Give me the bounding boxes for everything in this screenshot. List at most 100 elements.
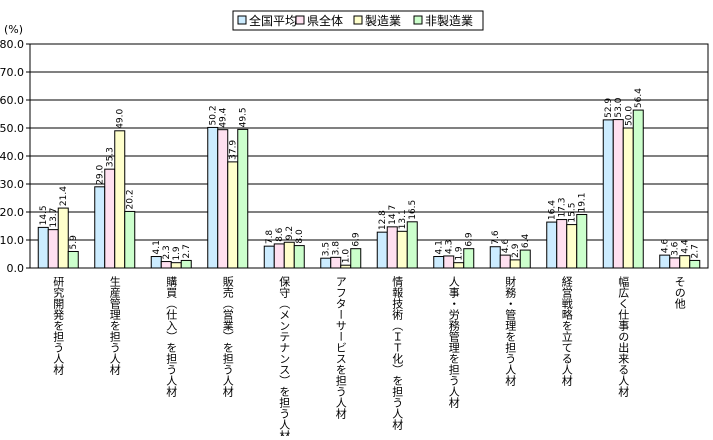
bar (47, 229, 59, 269)
bar (376, 231, 388, 269)
data-label: 4.3 (445, 240, 455, 254)
data-label: 49.0 (116, 108, 126, 128)
data-label: 4.1 (435, 240, 445, 254)
bar (669, 257, 681, 269)
bar (679, 255, 691, 269)
axis-layer: 0.0 10.0 20.0 30.0 40.0 50.0 60.0 70.0 80.0 研究開発を… (0, 38, 686, 440)
data-label: 3.8 (332, 241, 342, 256)
data-label: 8.6 (275, 227, 285, 242)
data-label: 4.6 (501, 239, 511, 254)
bar (320, 257, 332, 269)
data-label: 5.9 (69, 235, 79, 250)
bar (546, 221, 558, 269)
data-label: 4.1 (152, 240, 162, 254)
category-label: その他 (673, 276, 686, 309)
data-label: 16.4 (548, 200, 558, 220)
bar (499, 254, 511, 269)
bar (453, 262, 465, 269)
bar (37, 226, 49, 269)
bar (689, 259, 701, 269)
bar (433, 256, 445, 269)
category-label: 経営戦略を立てる人材 (560, 276, 573, 386)
bar (406, 221, 418, 269)
data-label: 3.6 (671, 241, 681, 256)
bar (124, 210, 136, 269)
bar (237, 128, 249, 269)
legend-swatch (353, 15, 363, 25)
bar (283, 241, 295, 269)
y-tick-label: 20.0 (0, 206, 24, 219)
data-label: 12.8 (378, 210, 388, 230)
bar (217, 129, 229, 269)
data-label: 6.9 (352, 232, 362, 247)
bar (150, 256, 162, 269)
category-label: 幅広く仕事の出来る人材 (617, 276, 630, 397)
bar (160, 261, 172, 269)
bar (612, 119, 624, 269)
y-tick-label: 60.0 (0, 94, 24, 107)
bar (340, 264, 352, 269)
data-label: 9.2 (285, 226, 295, 240)
legend-label: 全国平均 (249, 13, 297, 28)
legend-swatch (413, 15, 423, 25)
bar (556, 219, 568, 269)
bar (293, 245, 305, 269)
data-label: 2.7 (691, 244, 701, 258)
y-tick-label: 80.0 (0, 38, 24, 51)
data-label: 3.5 (322, 242, 332, 256)
data-label: 19.1 (578, 192, 588, 212)
y-tick-label: 70.0 (0, 66, 24, 79)
data-label: 1.9 (172, 246, 182, 261)
data-label: 4.6 (661, 239, 671, 254)
data-label: 50.0 (624, 106, 634, 126)
bar (263, 245, 275, 269)
data-label: 50.2 (209, 105, 219, 125)
data-label: 6.9 (465, 232, 475, 247)
data-label: 16.5 (408, 200, 418, 220)
bar (350, 248, 362, 269)
bar (386, 226, 398, 269)
bars-layer: 14.5 13.721.45.929.035.349.020.24.1 2.3 1.9… (37, 88, 701, 269)
category-label: 財務・管理を担う人材 (504, 275, 517, 386)
bar (330, 256, 342, 269)
bar (519, 249, 531, 269)
data-label: 29.0 (96, 164, 106, 184)
data-label: 15.5 (568, 203, 578, 223)
data-label: 8.0 (295, 229, 305, 244)
bar (602, 119, 614, 269)
y-tick-label: 40.0 (0, 150, 24, 163)
bar (566, 224, 578, 269)
bar (67, 250, 79, 269)
data-label: 49.5 (239, 107, 249, 127)
category-label: 生産管理を担う人材 (108, 275, 121, 375)
bar (104, 168, 116, 269)
data-label: 37.9 (229, 140, 239, 160)
bar (114, 130, 126, 269)
bar (463, 248, 475, 269)
bar (509, 259, 521, 269)
legend-label: 県全体 (307, 13, 343, 28)
data-label: 14.5 (39, 205, 49, 225)
data-label: 4.4 (681, 239, 691, 254)
data-label: 7.8 (265, 230, 275, 245)
bar (94, 186, 106, 269)
y-tick-label: 10.0 (0, 234, 24, 247)
bar (489, 246, 501, 269)
bar (227, 161, 239, 269)
bar (576, 214, 588, 269)
category-label: 販売（営業）を担う人材 (221, 276, 234, 397)
data-label: 13.7 (49, 208, 59, 228)
data-label: 53.0 (614, 97, 624, 117)
y-unit-label: (%) (4, 23, 23, 36)
data-label: 13.1 (398, 209, 408, 229)
bar (180, 259, 192, 269)
data-label: 20.2 (126, 189, 136, 209)
bar (659, 254, 671, 269)
bar (632, 109, 644, 269)
data-label: 1.9 (455, 246, 465, 261)
bar (57, 207, 69, 269)
data-label: 2.3 (162, 245, 172, 259)
bar (170, 262, 182, 269)
